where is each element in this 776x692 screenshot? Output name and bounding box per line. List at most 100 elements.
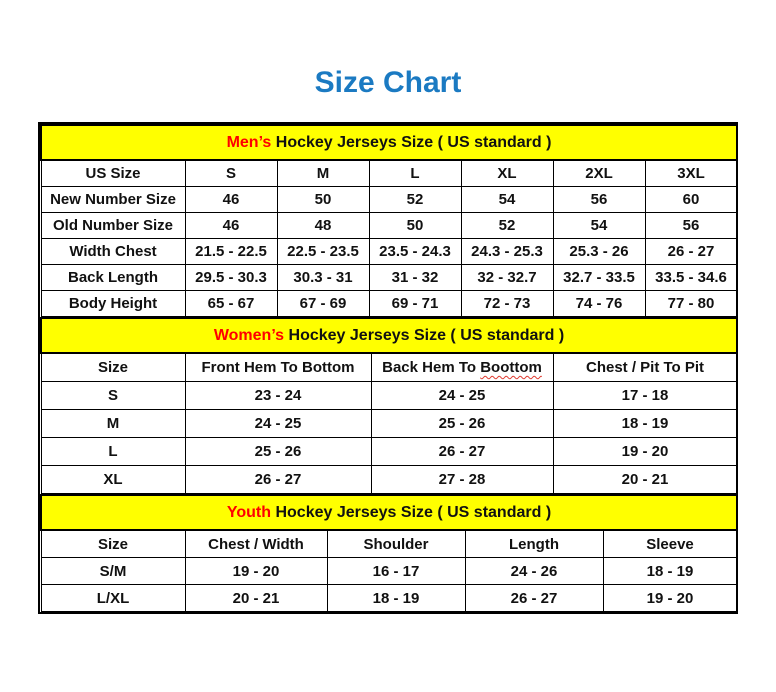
size-cell: 32 - 32.7 bbox=[460, 264, 554, 291]
womens-title-rest: Hockey Jerseys Size ( US standard ) bbox=[284, 326, 565, 344]
mens-section-title: Men’s Hockey Jerseys Size ( US standard … bbox=[39, 124, 739, 161]
size-cell: 19 - 20 bbox=[184, 557, 328, 585]
table-row: M 24 - 25 25 - 26 18 - 19 bbox=[40, 409, 738, 438]
column-header: 3XL bbox=[644, 159, 738, 187]
row-label: Back Length bbox=[40, 264, 186, 291]
size-cell: 50 bbox=[368, 212, 462, 239]
womens-title-highlight: Women’s bbox=[213, 326, 285, 344]
size-cell: 24.3 - 25.3 bbox=[460, 238, 554, 265]
youth-section-band: Youth Hockey Jerseys Size ( US standard … bbox=[39, 494, 739, 531]
size-cell: 18 - 19 bbox=[602, 557, 738, 585]
size-cell: 77 - 80 bbox=[644, 290, 738, 317]
column-header: Chest / Pit To Pit bbox=[552, 352, 738, 382]
size-cell: 52 bbox=[460, 212, 554, 239]
page-title: Size Chart bbox=[314, 66, 462, 99]
column-header: XL bbox=[460, 159, 554, 187]
mens-header-row: US Size S M L XL 2XL 3XL bbox=[40, 159, 738, 187]
size-cell: 18 - 19 bbox=[552, 409, 738, 438]
table-row: S 23 - 24 24 - 25 17 - 18 bbox=[40, 381, 738, 410]
size-cell: 19 - 20 bbox=[552, 437, 738, 466]
row-label: New Number Size bbox=[40, 186, 186, 213]
mens-section-band: Men’s Hockey Jerseys Size ( US standard … bbox=[39, 124, 739, 161]
row-label: S bbox=[40, 381, 186, 410]
size-cell: 23.5 - 24.3 bbox=[368, 238, 462, 265]
youth-section-title: Youth Hockey Jerseys Size ( US standard … bbox=[39, 494, 739, 531]
column-header: Front Hem To Bottom bbox=[184, 352, 372, 382]
size-cell: 67 - 69 bbox=[276, 290, 370, 317]
column-header-prefix: Back Hem To bbox=[382, 359, 477, 376]
size-cell: 32.7 - 33.5 bbox=[552, 264, 646, 291]
table-row: Back Length 29.5 - 30.3 30.3 - 31 31 - 3… bbox=[40, 264, 738, 291]
mens-title-rest: Hockey Jerseys Size ( US standard ) bbox=[271, 133, 552, 151]
size-cell: 18 - 19 bbox=[326, 584, 466, 612]
size-cell: 24 - 25 bbox=[370, 381, 554, 410]
size-cell: 46 bbox=[184, 212, 278, 239]
column-header: Shoulder bbox=[326, 529, 466, 558]
column-header: Size bbox=[40, 529, 186, 558]
size-cell: 54 bbox=[552, 212, 646, 239]
size-cell: 65 - 67 bbox=[184, 290, 278, 317]
size-cell: 30.3 - 31 bbox=[276, 264, 370, 291]
size-cell: 72 - 73 bbox=[460, 290, 554, 317]
mens-title-highlight: Men’s bbox=[226, 133, 272, 151]
size-cell: 46 bbox=[184, 186, 278, 213]
size-cell: 56 bbox=[552, 186, 646, 213]
size-cell: 48 bbox=[276, 212, 370, 239]
size-cell: 26 - 27 bbox=[370, 437, 554, 466]
column-header: Length bbox=[464, 529, 604, 558]
womens-size-table: Women’s Hockey Jerseys Size ( US standar… bbox=[39, 317, 739, 494]
size-cell: 33.5 - 34.6 bbox=[644, 264, 738, 291]
youth-title-highlight: Youth bbox=[226, 503, 272, 521]
size-cell: 26 - 27 bbox=[644, 238, 738, 265]
size-cell: 21.5 - 22.5 bbox=[184, 238, 278, 265]
row-label: M bbox=[40, 409, 186, 438]
size-cell: 26 - 27 bbox=[184, 465, 372, 494]
size-cell: 56 bbox=[644, 212, 738, 239]
youth-size-table: Youth Hockey Jerseys Size ( US standard … bbox=[39, 494, 739, 612]
size-cell: 54 bbox=[460, 186, 554, 213]
column-header: Size bbox=[40, 352, 186, 382]
column-header: Sleeve bbox=[602, 529, 738, 558]
row-label: Old Number Size bbox=[40, 212, 186, 239]
table-row: S/M 19 - 20 16 - 17 24 - 26 18 - 19 bbox=[40, 557, 738, 585]
table-row: Width Chest 21.5 - 22.5 22.5 - 23.5 23.5… bbox=[40, 238, 738, 265]
size-cell: 25.3 - 26 bbox=[552, 238, 646, 265]
column-header: L bbox=[368, 159, 462, 187]
size-cell: 23 - 24 bbox=[184, 381, 372, 410]
row-label: Width Chest bbox=[40, 238, 186, 265]
size-cell: 24 - 26 bbox=[464, 557, 604, 585]
table-row: XL 26 - 27 27 - 28 20 - 21 bbox=[40, 465, 738, 494]
table-row: L/XL 20 - 21 18 - 19 26 - 27 19 - 20 bbox=[40, 584, 738, 612]
size-cell: 50 bbox=[276, 186, 370, 213]
misspelled-word: Boottom bbox=[480, 359, 542, 376]
womens-section-band: Women’s Hockey Jerseys Size ( US standar… bbox=[39, 317, 739, 354]
column-header: M bbox=[276, 159, 370, 187]
column-header: Chest / Width bbox=[184, 529, 328, 558]
table-row: New Number Size 46 50 52 54 56 60 bbox=[40, 186, 738, 213]
size-cell: 25 - 26 bbox=[184, 437, 372, 466]
column-header: US Size bbox=[40, 159, 186, 187]
size-chart-container: Men’s Hockey Jerseys Size ( US standard … bbox=[38, 122, 739, 614]
size-cell: 27 - 28 bbox=[370, 465, 554, 494]
size-cell: 31 - 32 bbox=[368, 264, 462, 291]
size-cell: 16 - 17 bbox=[326, 557, 466, 585]
size-cell: 52 bbox=[368, 186, 462, 213]
size-cell: 29.5 - 30.3 bbox=[184, 264, 278, 291]
size-cell: 19 - 20 bbox=[602, 584, 738, 612]
size-cell: 69 - 71 bbox=[368, 290, 462, 317]
column-header: S bbox=[184, 159, 278, 187]
youth-title-rest: Hockey Jerseys Size ( US standard ) bbox=[271, 503, 552, 521]
size-cell: 17 - 18 bbox=[552, 381, 738, 410]
row-label: Body Height bbox=[40, 290, 186, 317]
size-cell: 60 bbox=[644, 186, 738, 213]
size-cell: 74 - 76 bbox=[552, 290, 646, 317]
size-cell: 22.5 - 23.5 bbox=[276, 238, 370, 265]
row-label: S/M bbox=[40, 557, 186, 585]
row-label: L bbox=[40, 437, 186, 466]
column-header: Back Hem To Boottom bbox=[370, 352, 554, 382]
size-cell: 26 - 27 bbox=[464, 584, 604, 612]
size-cell: 20 - 21 bbox=[552, 465, 738, 494]
row-label: XL bbox=[40, 465, 186, 494]
column-header: 2XL bbox=[552, 159, 646, 187]
